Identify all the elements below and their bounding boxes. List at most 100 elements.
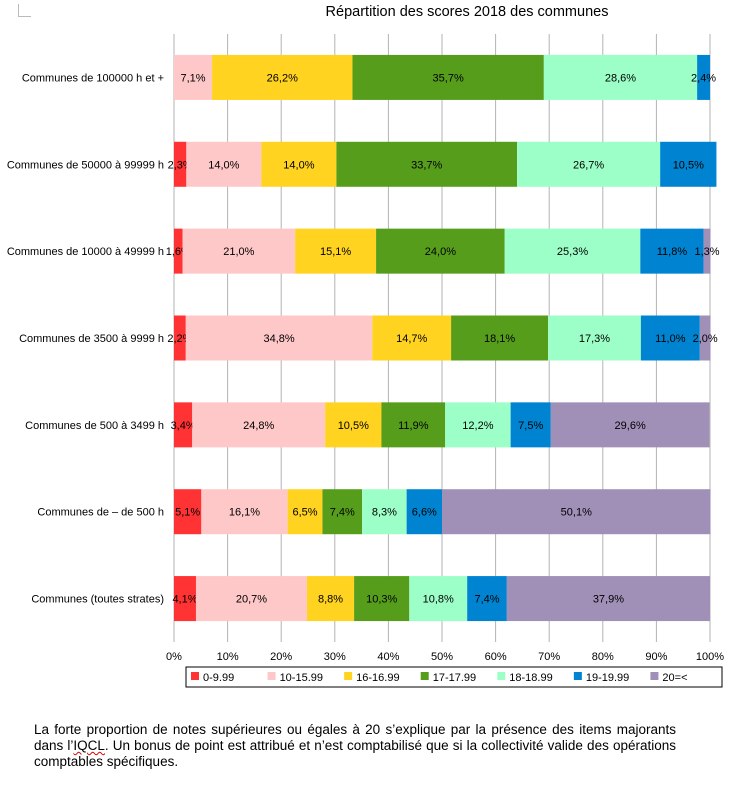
bar-segment	[192, 402, 326, 448]
legend-swatch	[650, 672, 659, 680]
legend-swatch	[497, 672, 506, 680]
data-label: 37,9%	[593, 594, 624, 606]
x-tick-label: 90%	[645, 651, 667, 663]
data-label: 10,5%	[673, 159, 704, 171]
legend-label: 18-18.99	[509, 672, 552, 684]
bar-segment	[517, 141, 661, 187]
legend-label: 20=<	[662, 672, 687, 684]
data-label: 14,7%	[396, 333, 427, 345]
legend-item: 17-17.99	[420, 672, 476, 684]
data-label: 2,4%	[691, 72, 716, 84]
data-label: 1,3%	[695, 246, 720, 258]
category-label: Communes de 3500 à 9999 h	[19, 333, 164, 345]
bar-segment	[295, 228, 377, 274]
data-label: 28,6%	[605, 72, 636, 84]
legend-label: 19-19.99	[586, 672, 629, 684]
bar-segment	[510, 402, 551, 448]
category-label: Communes de 10000 à 49999 h	[7, 246, 164, 258]
data-label: 6,6%	[412, 507, 437, 519]
bar-segment	[697, 54, 710, 100]
x-tick-label: 30%	[324, 651, 346, 663]
bar-segment	[174, 228, 183, 274]
category-label: Communes de – de 500 h	[37, 507, 164, 519]
bar-row: 2,3% 14,0% 14,0% 33,7% 26,7% 10,5%	[168, 141, 717, 187]
bar-row: 4,1% 20,7% 8,8% 10,3% 10,8% 7,4% 37,9%	[172, 576, 710, 622]
category-label: Communes (toutes strates)	[31, 594, 164, 606]
x-tick-label: 0%	[166, 651, 182, 663]
bar-segment	[182, 228, 296, 274]
bar-segment	[699, 315, 711, 361]
data-label: 6,5%	[293, 507, 318, 519]
bar-segment	[376, 228, 505, 274]
bar-segment	[174, 315, 186, 361]
legend-item: 19-19.99	[573, 672, 629, 684]
bar-segment	[261, 141, 337, 187]
bar-segment	[451, 315, 549, 361]
category-label: Communes de 50000 à 99999 h	[7, 159, 164, 171]
bar-segment	[550, 402, 710, 448]
data-label: 34,8%	[263, 333, 294, 345]
bar-segment	[174, 489, 202, 535]
bar-segment	[287, 489, 323, 535]
data-label: 11,9%	[398, 420, 429, 432]
bar-segment	[325, 402, 382, 448]
legend-label: 10-15.99	[280, 672, 323, 684]
data-label: 10,5%	[338, 420, 369, 432]
bar-segment	[174, 402, 193, 448]
x-tick-label: 100%	[696, 651, 724, 663]
bar-segment	[362, 489, 407, 535]
bar-segment	[640, 228, 704, 274]
x-tick-label: 80%	[592, 651, 614, 663]
data-label: 50,1%	[561, 507, 592, 519]
legend-item: 10-15.99	[267, 672, 323, 684]
category-labels: Communes de 100000 h et + Communes de 500…	[7, 72, 164, 605]
data-label: 17,3%	[579, 333, 610, 345]
stacked-bar-chart: Répartition des scores 2018 des communes…	[7, 4, 724, 688]
chart-legend: 0-9.99 10-15.99 16-16.99 17-17.99 18-18.99 19…	[185, 666, 723, 688]
bar-row: 5,1% 16,1% 6,5% 7,4% 8,3% 6,6% 50,1%	[174, 489, 711, 535]
legend-swatch	[573, 672, 582, 680]
bar-segment	[467, 576, 507, 622]
bar-segment	[352, 54, 544, 100]
data-label: 12,2%	[462, 420, 493, 432]
data-label: 7,4%	[474, 594, 499, 606]
bar-segment	[703, 228, 711, 274]
bar-segment	[306, 576, 355, 622]
legend-label: 0-9.99	[203, 672, 234, 684]
data-label: 5,1%	[175, 507, 200, 519]
data-label: 25,3%	[557, 246, 588, 258]
bar-segment	[174, 141, 187, 187]
category-label: Communes de 100000 h et +	[22, 72, 164, 84]
caption-text-end: . Un bonus de point est attribué et n’es…	[34, 738, 676, 769]
caption-flagged-word: IQCL	[73, 738, 105, 753]
legend-label: 17-17.99	[433, 672, 476, 684]
caption-text-start: La forte proportion de notes supérieures…	[34, 722, 676, 753]
bar-segment	[543, 54, 698, 100]
x-tick-label: 70%	[538, 651, 560, 663]
bar-segment	[409, 576, 468, 622]
bar-segment	[372, 315, 452, 361]
data-label: 7,1%	[180, 72, 205, 84]
data-label: 14,0%	[208, 159, 239, 171]
data-label: 21,0%	[223, 246, 254, 258]
data-label: 2,0%	[693, 333, 718, 345]
bar-segment	[186, 141, 262, 187]
legend-item: 18-18.99	[497, 672, 553, 684]
legend-item: 0-9.99	[191, 672, 234, 684]
data-label: 3,4%	[171, 420, 196, 432]
data-label: 16,1%	[229, 507, 260, 519]
bar-segment	[354, 576, 410, 622]
legend-swatch	[420, 672, 429, 680]
data-label: 7,5%	[518, 420, 543, 432]
bar-segment	[548, 315, 641, 361]
category-label: Communes de 500 à 3499 h	[25, 420, 164, 432]
legend-box	[185, 666, 723, 688]
data-label: 35,7%	[433, 72, 464, 84]
x-tick-label: 50%	[431, 651, 453, 663]
page-corner-mark	[18, 4, 31, 17]
data-label: 8,3%	[372, 507, 397, 519]
data-label: 11,8%	[657, 246, 688, 258]
data-label: 10,8%	[423, 594, 454, 606]
bar-row: 2,2% 34,8% 14,7% 18,1% 17,3% 11,0% 2,0%	[167, 315, 718, 361]
data-label: 14,0%	[283, 159, 314, 171]
